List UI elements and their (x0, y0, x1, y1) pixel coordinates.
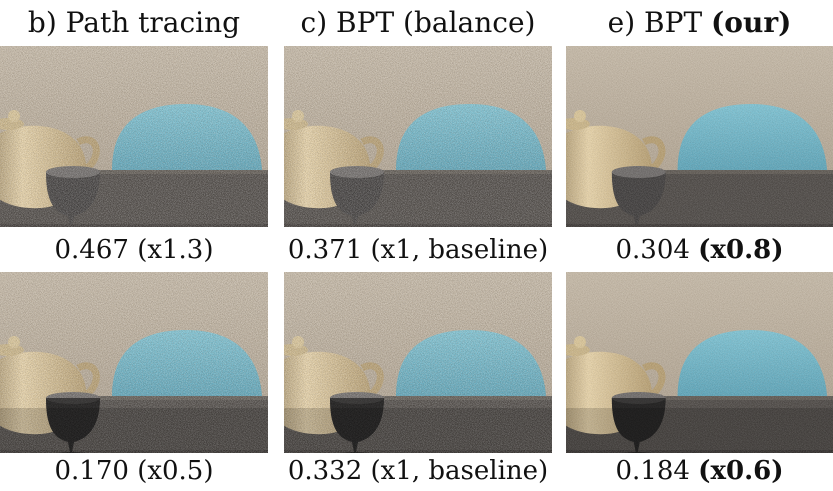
render-bpt-balance-row1 (284, 46, 552, 227)
caption-row2-col3: 0.184 (x0.6) (615, 456, 784, 486)
rendered-scene (566, 46, 833, 227)
render-bpt-ours-row2 (566, 272, 833, 453)
column-title-bpt-balance: c) BPT (balance) (284, 2, 552, 44)
column-title-text: b) Path tracing (27, 6, 241, 39)
column-title-text: e) BPT (607, 6, 712, 39)
column-title-text: c) BPT (balance) (300, 6, 536, 39)
render-path-tracing-row2 (0, 272, 268, 453)
column-title-bpt-ours: e) BPT (our) (566, 2, 833, 44)
render-bpt-balance-row2 (284, 272, 552, 453)
rendered-scene (284, 272, 552, 453)
caption-row1-col2: 0.371 (x1, baseline) (287, 235, 549, 265)
rendered-scene (284, 46, 552, 227)
caption-row2-col1: 0.170 (x0.5) (54, 456, 214, 486)
render-bpt-ours-row1 (566, 46, 833, 227)
rendered-scene (0, 272, 268, 453)
rendered-scene (0, 46, 268, 227)
render-path-tracing-row1 (0, 46, 268, 227)
caption-row2-col2: 0.332 (x1, baseline) (287, 456, 549, 486)
column-title-path-tracing: b) Path tracing (0, 2, 268, 44)
caption-row1-col1: 0.467 (x1.3) (54, 235, 214, 265)
rendered-scene (566, 272, 833, 453)
column-title-bold: (our) (711, 6, 792, 39)
caption-row1-col3: 0.304 (x0.8) (615, 235, 784, 265)
